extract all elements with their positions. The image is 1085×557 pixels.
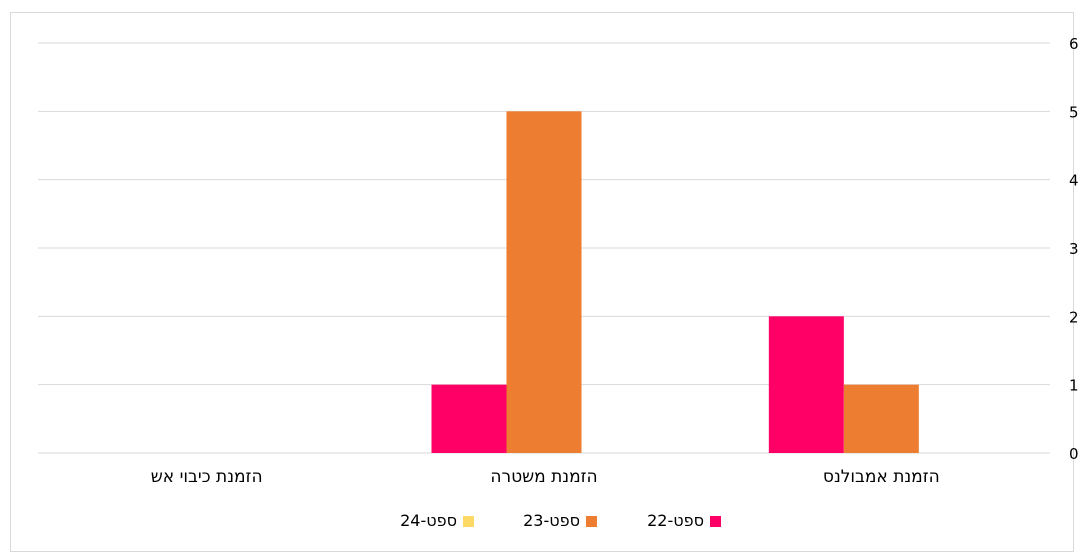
bars	[431, 111, 919, 453]
y-tick-label: 2	[1069, 308, 1079, 326]
legend-swatch-1	[710, 516, 721, 527]
legend-label-3: ספט-24	[400, 511, 457, 530]
y-tick-label: 0	[1069, 445, 1079, 463]
legend-swatch-3	[463, 516, 474, 527]
y-tick-label: 6	[1069, 35, 1079, 53]
y-tick-label: 1	[1069, 377, 1079, 395]
y-tick-label: 4	[1069, 172, 1079, 190]
axes: 0 1 2 3 4 5 6 הזמנת אמבולנס הזמנת משטרה הזמנת כיב…	[151, 35, 1079, 487]
x-tick-label: הזמנת משטרה	[490, 467, 597, 487]
y-tick-label: 3	[1069, 240, 1079, 258]
legend-label-2: ספט-23	[523, 511, 580, 530]
legend-swatch-2	[586, 516, 597, 527]
legend: ספט-22 ספט-23 ספט-24	[400, 511, 721, 530]
legend-label-1: ספט-22	[647, 511, 704, 530]
x-tick-label: הזמנת אמבולנס	[823, 467, 940, 487]
bar-2-2	[506, 111, 582, 453]
y-tick-label: 5	[1069, 103, 1079, 121]
bar-1-2	[431, 384, 507, 453]
bar-1-1	[768, 316, 844, 453]
bar-2-1	[843, 384, 919, 453]
x-tick-label: הזמנת כיבוי אש	[151, 467, 263, 487]
